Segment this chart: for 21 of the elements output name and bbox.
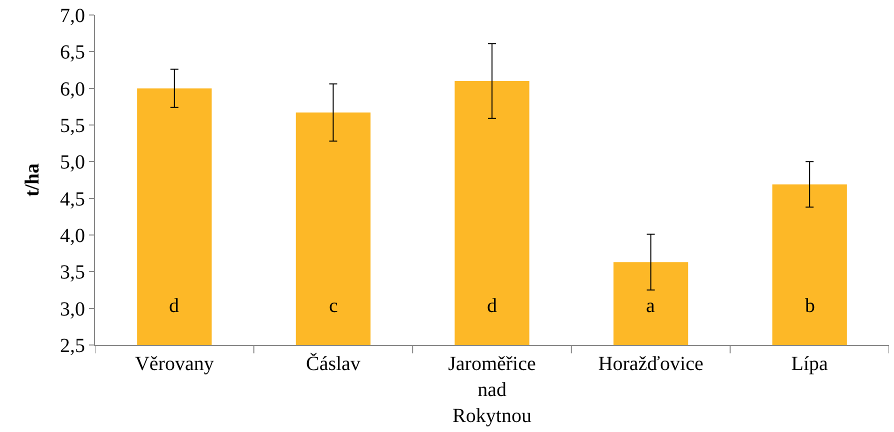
- y-tick-label: 4,0: [60, 225, 85, 247]
- y-tick-label: 5,0: [60, 152, 85, 174]
- annotation: b: [805, 295, 815, 317]
- x-tick-label: Čáslav: [306, 352, 360, 375]
- y-tick-label: 3,5: [60, 262, 85, 284]
- x-tick-label: Jaroměřice nad Rokytnou: [448, 353, 536, 427]
- y-axis-title: t/ha: [22, 163, 44, 197]
- y-tick-label: 6,0: [60, 78, 85, 100]
- y-tick-label: 2,5: [60, 335, 85, 357]
- y-tick-label: 7,0: [60, 5, 85, 27]
- annotation: c: [329, 295, 338, 317]
- y-tick-label: 3,0: [60, 298, 85, 320]
- x-tick-label: Lípa: [791, 353, 828, 375]
- annotation: d: [487, 295, 497, 317]
- y-tick-label: 6,5: [60, 42, 85, 64]
- y-tick-label: 5,5: [60, 115, 85, 137]
- y-tick-label: 4,5: [60, 188, 85, 210]
- x-tick-label: Horažďovice: [598, 353, 704, 375]
- annotation: d: [169, 295, 179, 317]
- x-tick-label: Věrovany: [134, 353, 214, 375]
- annotation: a: [646, 295, 655, 317]
